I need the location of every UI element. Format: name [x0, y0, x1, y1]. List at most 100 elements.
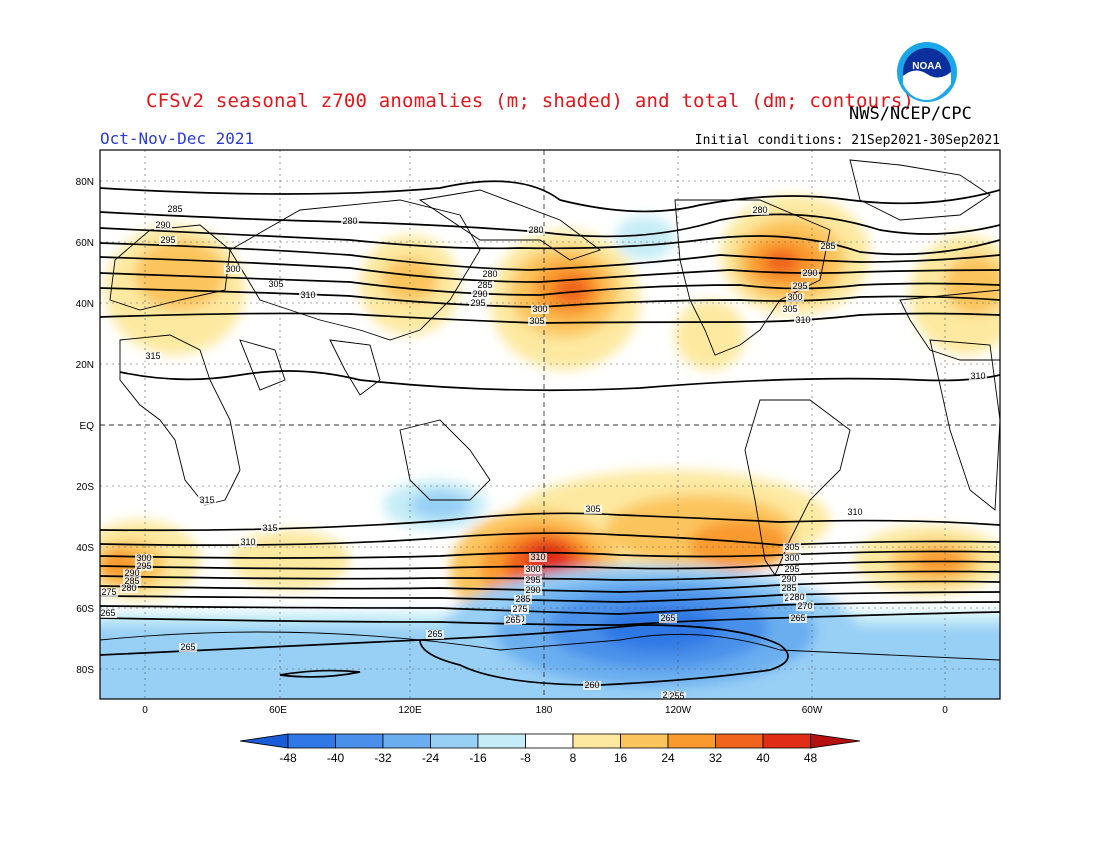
contour-label: 265 — [659, 613, 677, 623]
colorbar-tick-label: -8 — [520, 751, 531, 765]
contour-label: 300 — [524, 564, 542, 574]
svg-text:290: 290 — [802, 268, 817, 278]
svg-text:265: 265 — [427, 629, 442, 639]
svg-text:290: 290 — [124, 568, 139, 578]
contour-label: 305 — [584, 504, 602, 514]
colorbar-right-arrow — [810, 733, 861, 749]
svg-text:295: 295 — [784, 564, 799, 574]
contour-label: 280 — [527, 225, 545, 235]
svg-text:285: 285 — [477, 280, 492, 290]
svg-text:280: 280 — [752, 205, 767, 215]
contour-label: 300 — [783, 553, 801, 563]
svg-text:280: 280 — [121, 583, 136, 593]
contour-label: 315 — [261, 523, 279, 533]
svg-text:300: 300 — [525, 564, 540, 574]
svg-text:300: 300 — [784, 553, 799, 563]
map-frame — [99, 149, 1001, 700]
svg-text:255: 255 — [669, 691, 684, 701]
latitude-labels: 80N 60N 40N 20N EQ 20S 40S 60S 80S — [76, 177, 95, 676]
lat-label: EQ — [80, 421, 95, 432]
main-grid-lines — [100, 150, 1000, 699]
contour-label: 265 — [179, 642, 197, 652]
contour-label: 295 — [135, 561, 153, 571]
svg-text:305: 305 — [585, 504, 600, 514]
svg-text:265: 265 — [790, 613, 805, 623]
svg-text:315: 315 — [199, 495, 214, 505]
contour-label: 280 — [120, 583, 138, 593]
contour-label: 285 — [514, 594, 532, 604]
svg-text:310: 310 — [847, 507, 862, 517]
contour-label: 295 — [791, 281, 809, 291]
colorbar-tick-label: -16 — [469, 751, 487, 765]
colorbar-tick-label: -24 — [422, 751, 440, 765]
svg-text:265: 265 — [100, 608, 115, 618]
contour-label: 280 — [481, 269, 499, 279]
svg-text:275: 275 — [101, 587, 116, 597]
contour-label: 310 — [239, 537, 257, 547]
svg-text:290: 290 — [155, 220, 170, 230]
svg-text:265: 265 — [180, 642, 195, 652]
lon-label: 0 — [142, 705, 148, 716]
svg-text:265: 265 — [505, 615, 520, 625]
svg-text:305: 305 — [268, 279, 283, 289]
svg-text:305: 305 — [529, 316, 544, 326]
contour-label: 305 — [528, 316, 546, 326]
svg-text:295: 295 — [470, 298, 485, 308]
lat-label: 40N — [76, 299, 94, 310]
contour-label: 290 — [780, 574, 798, 584]
colorbar-tick-label: 8 — [570, 751, 577, 765]
svg-text:300: 300 — [136, 553, 151, 563]
contour-label: 315 — [144, 351, 162, 361]
colorbar-swatch — [430, 733, 479, 749]
svg-text:285: 285 — [167, 204, 182, 214]
contour-label: 295 — [469, 298, 487, 308]
svg-text:310: 310 — [795, 315, 810, 325]
contour-label: 300 — [531, 304, 549, 314]
lat-label: 40S — [76, 543, 94, 554]
contour-label: 280 — [341, 216, 359, 226]
svg-text:275: 275 — [512, 604, 527, 614]
colorbar-swatch — [620, 733, 669, 749]
period-label: Oct-Nov-Dec 2021 — [100, 129, 255, 148]
contour-label: 275 — [100, 587, 118, 597]
svg-text:310: 310 — [300, 290, 315, 300]
coastlines — [100, 159, 1000, 699]
colorbar-swatch — [715, 733, 764, 749]
colorbar-tick-label: -40 — [327, 751, 345, 765]
colorbar-swatch — [335, 733, 384, 749]
contour-label: 310 — [846, 507, 864, 517]
svg-text:315: 315 — [145, 351, 160, 361]
svg-text:300: 300 — [225, 264, 240, 274]
colorbar-tick-label: 32 — [709, 751, 723, 765]
contour-label: 305 — [781, 304, 799, 314]
contour-label: 275 — [511, 604, 529, 614]
colorbar-tick-label: 16 — [614, 751, 628, 765]
colorbar-swatch — [477, 733, 526, 749]
contour-label: 280 — [788, 592, 806, 602]
colorbar-swatch — [572, 733, 621, 749]
contour-label: 255 — [668, 691, 686, 701]
contour-label: 290 — [524, 585, 542, 595]
anomaly-shading — [100, 195, 1000, 699]
noaa-logo-text: NOAA — [912, 61, 941, 72]
contour-label: 285 — [819, 241, 837, 251]
svg-text:295: 295 — [136, 561, 151, 571]
svg-text:310: 310 — [530, 552, 545, 562]
svg-text:310: 310 — [240, 537, 255, 547]
lon-label: 60W — [802, 705, 823, 716]
svg-text:315: 315 — [262, 523, 277, 533]
svg-text:300: 300 — [787, 292, 802, 302]
contour-label: 285 — [123, 576, 141, 586]
contour-label: 280 — [751, 205, 769, 215]
contour-label: 290 — [471, 289, 489, 299]
contour-label: 310 — [794, 315, 812, 325]
lon-label: 120E — [398, 705, 422, 716]
svg-text:285: 285 — [124, 576, 139, 586]
contour-label: 295 — [524, 575, 542, 585]
contour-label: 295 — [783, 564, 801, 574]
colorbar-tick-label: -48 — [279, 751, 297, 765]
lat-label: 60N — [76, 238, 94, 249]
colorbar-tick-label: 48 — [804, 751, 818, 765]
lon-label: 120W — [665, 705, 692, 716]
lat-label: 20S — [76, 482, 94, 493]
